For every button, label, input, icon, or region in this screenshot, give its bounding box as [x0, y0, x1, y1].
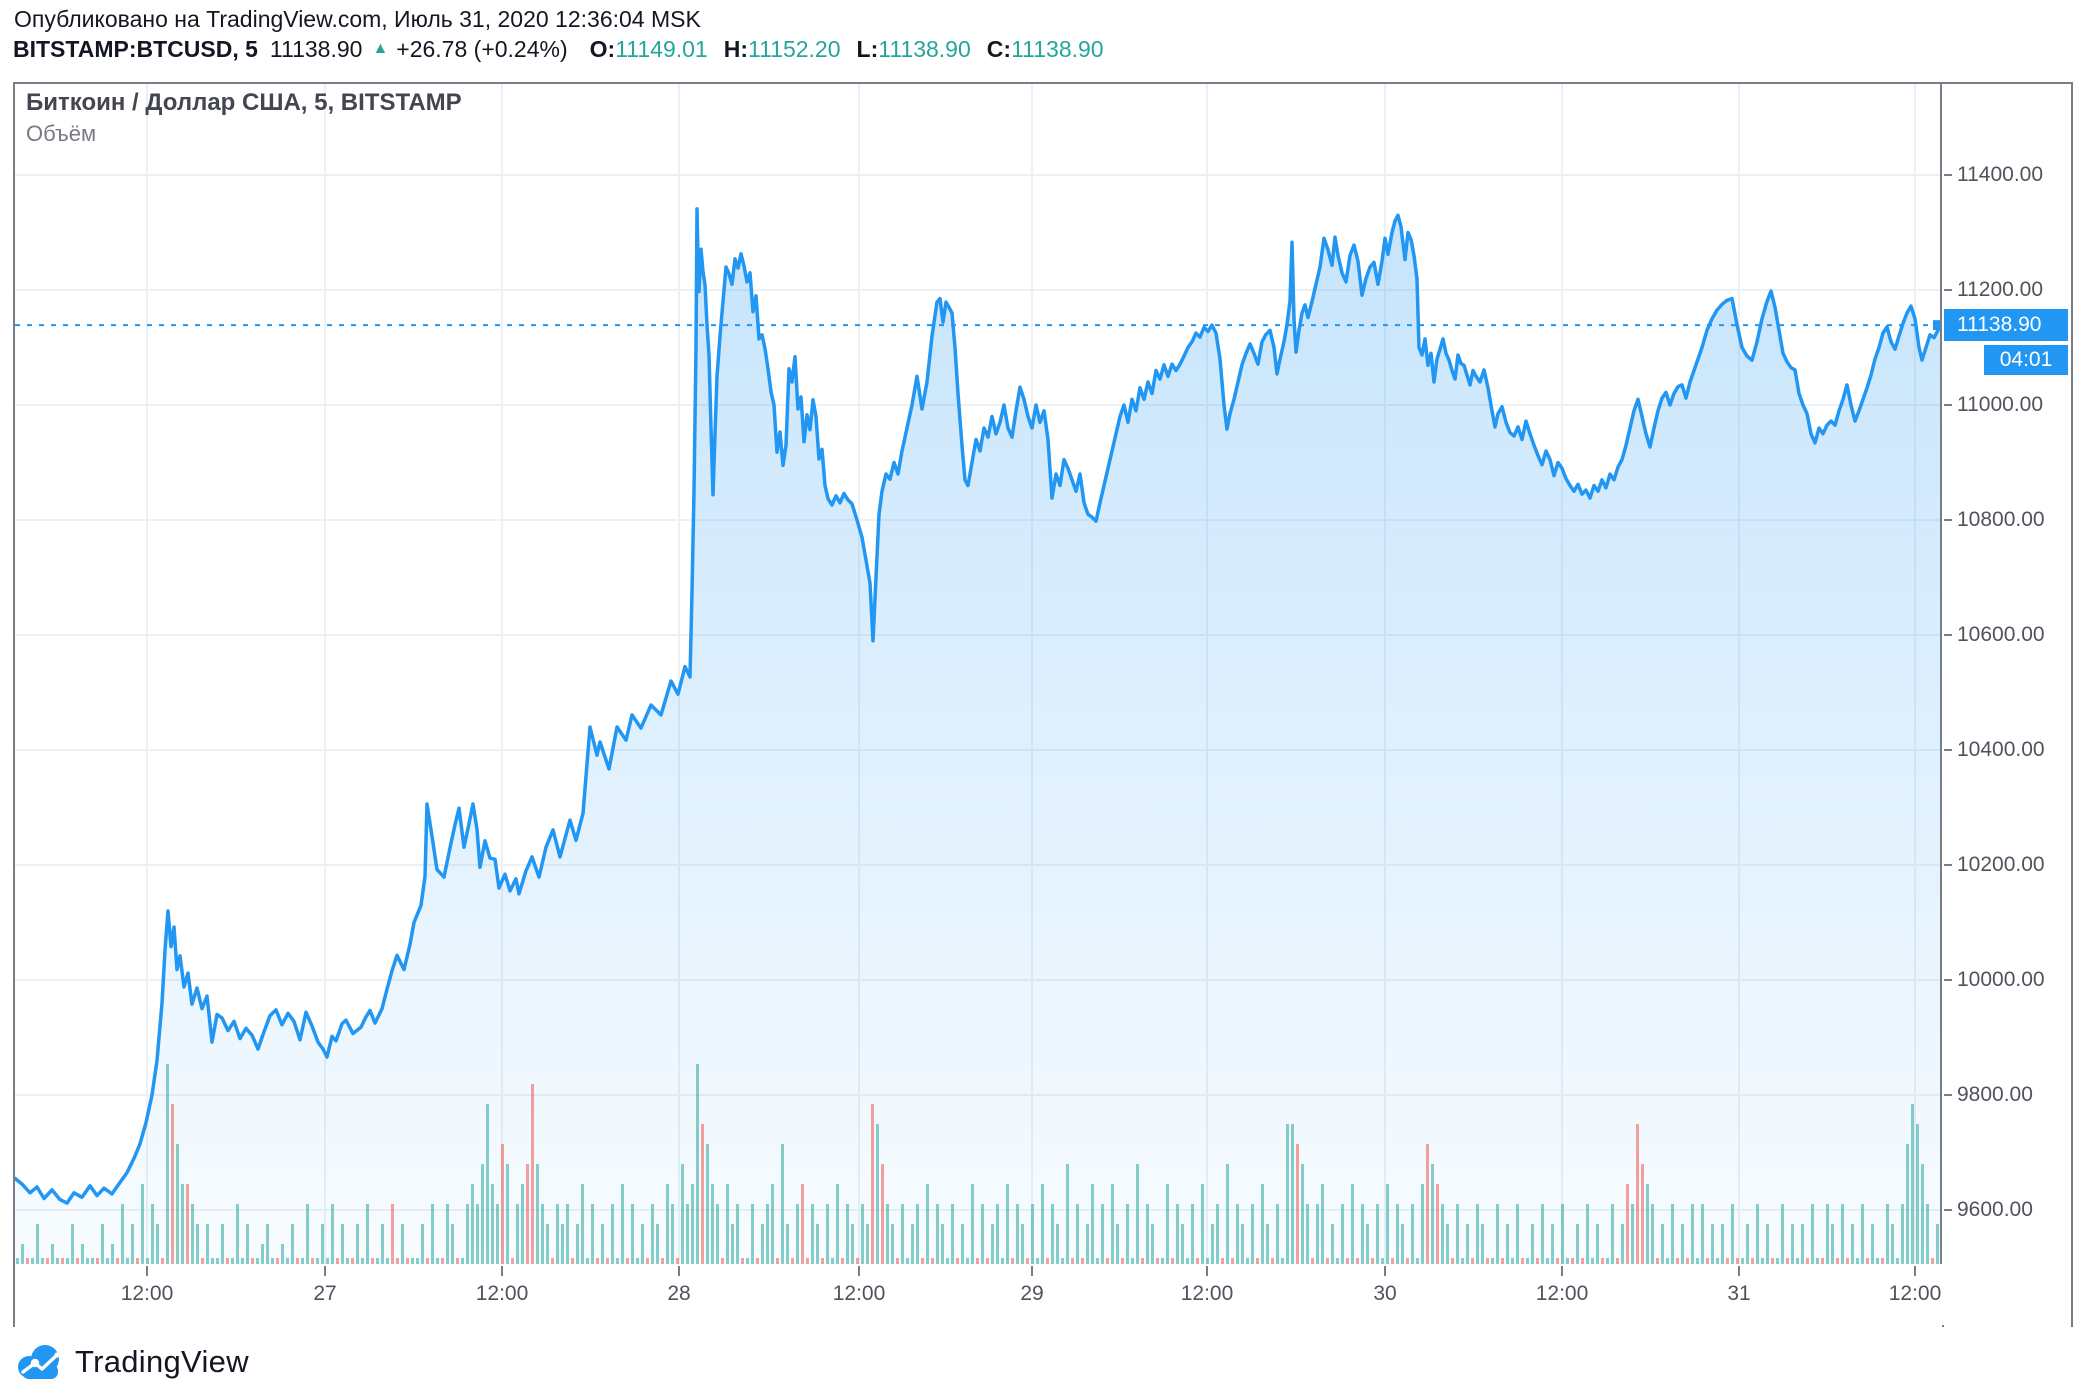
price-axis-label: 11400.00	[1957, 163, 2044, 186]
time-axis-tick	[1031, 1266, 1033, 1276]
price-axis-tick	[1944, 979, 1952, 981]
axes-corner	[1944, 1266, 2071, 1327]
price-axis-label: 9600.00	[1957, 1198, 2033, 1221]
price-axis-label: 9800.00	[1957, 1083, 2033, 1106]
symbol-name: BITSTAMP:BTCUSD, 5	[13, 36, 258, 62]
time-axis-label: 27	[313, 1282, 337, 1305]
time-axis-tick	[1384, 1266, 1386, 1276]
time-axis-tick	[1206, 1266, 1208, 1276]
time-axis-label: 12:00	[832, 1282, 886, 1305]
low-value: L: 11138.90	[856, 36, 971, 62]
bar-countdown-badge: 04:01	[1984, 345, 2068, 376]
last-price-badge: 11138.90	[1944, 309, 2068, 342]
published-on-line: Опубликовано на TradingView.com, Июль 31…	[14, 6, 701, 32]
last-price: 11138.90	[269, 36, 363, 62]
price-axis-label: 11200.00	[1957, 278, 2044, 301]
price-axis-tick	[1944, 289, 1952, 291]
price-axis[interactable]: 11138.90 04:01 11400.00 11200.00 11000.00 1…	[1944, 84, 2071, 1266]
time-axis-label: 12:00	[1888, 1282, 1942, 1305]
price-axis-tick	[1944, 749, 1952, 751]
volume-indicator-label[interactable]: Объём	[26, 121, 97, 146]
time-axis-label: 12:00	[1180, 1282, 1234, 1305]
time-axis-tick	[858, 1266, 860, 1276]
time-axis-tick	[146, 1266, 148, 1276]
time-axis-label: 12:00	[475, 1282, 529, 1305]
time-axis-label: 29	[1020, 1282, 1044, 1305]
time-axis-tick	[1561, 1266, 1563, 1276]
time-axis-tick	[501, 1266, 503, 1276]
price-axis-tick	[1944, 634, 1952, 636]
quote-header: BITSTAMP:BTCUSD, 5 11138.90 ▲ +26.78 (+0…	[13, 36, 1120, 63]
high-value: H: 11152.20	[723, 36, 841, 62]
price-axis-tick	[1944, 404, 1952, 406]
chart-legend[interactable]: Биткоин / Доллар США, 5, BITSTAMP Объём	[26, 89, 462, 147]
open-value: O: 11149.01	[589, 36, 708, 62]
price-chart-plot[interactable]: Биткоин / Доллар США, 5, BITSTAMP Объём	[15, 84, 1942, 1264]
price-axis-tick	[1944, 1209, 1952, 1211]
time-axis-label: 30	[1373, 1282, 1397, 1305]
price-axis-label: 10400.00	[1957, 738, 2045, 761]
price-axis-label: 11000.00	[1957, 393, 2044, 416]
time-axis-label: 12:00	[120, 1282, 174, 1305]
time-axis[interactable]: 12:00 27 12:00 28 12:00 29 12:00 30 12:00 31 12:00	[15, 1266, 1942, 1327]
time-axis-label: 31	[1727, 1282, 1751, 1305]
price-axis-tick	[1944, 174, 1952, 176]
tradingview-cloud-logo-icon[interactable]	[14, 1340, 64, 1384]
close-value: C: 11138.90	[986, 36, 1104, 62]
price-axis-tick	[1944, 519, 1952, 521]
price-change: +26.78 (+0.24%)	[396, 36, 568, 62]
price-axis-label: 10600.00	[1957, 623, 2045, 646]
time-axis-tick	[1738, 1266, 1740, 1276]
time-axis-tick	[1914, 1266, 1916, 1276]
time-axis-label: 28	[667, 1282, 691, 1305]
chart-frame: Биткоин / Доллар США, 5, BITSTAMP Объём …	[13, 82, 2073, 1327]
tradingview-brand-text[interactable]: TradingView	[75, 1344, 249, 1379]
price-axis-tick	[1944, 1094, 1952, 1096]
price-axis-label: 10200.00	[1957, 853, 2045, 876]
price-axis-label: 10800.00	[1957, 508, 2045, 531]
time-axis-label: 12:00	[1535, 1282, 1589, 1305]
price-axis-label: 10000.00	[1957, 968, 2045, 991]
price-up-arrow-icon: ▲	[372, 39, 389, 57]
price-axis-tick	[1944, 864, 1952, 866]
time-axis-tick	[678, 1266, 680, 1276]
tradingview-footer: TradingView	[14, 1340, 249, 1384]
chart-legend-title[interactable]: Биткоин / Доллар США, 5, BITSTAMP	[26, 89, 462, 116]
time-axis-tick	[324, 1266, 326, 1276]
